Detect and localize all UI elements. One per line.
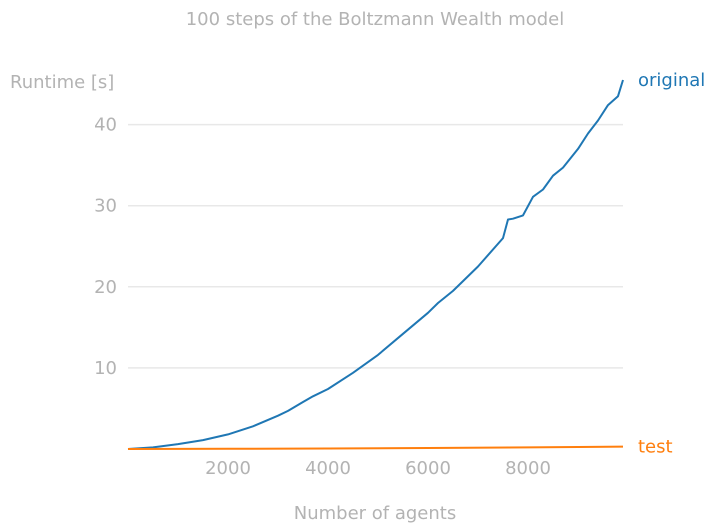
y-axis-label: Runtime [s] [10,72,114,93]
y-tick-labels: 10 20 30 40 [94,115,117,379]
series-line-test [127,445,624,450]
series-lines [127,79,624,450]
x-tick-label-6000: 6000 [405,458,451,479]
y-tick-label-10: 10 [94,358,117,379]
series-label-original: original [638,70,705,91]
y-tick-label-30: 30 [94,196,117,217]
x-tick-label-4000: 4000 [305,458,351,479]
series-end-labels: original test [638,70,705,458]
gridlines [128,123,623,369]
x-tick-labels: 2000 4000 6000 8000 [205,458,551,479]
chart-title: 100 steps of the Boltzmann Wealth model [186,9,565,30]
y-tick-label-20: 20 [94,277,117,298]
x-tick-label-8000: 8000 [505,458,551,479]
x-tick-label-2000: 2000 [205,458,251,479]
series-line-original [127,79,624,450]
x-axis-label: Number of agents [294,503,456,524]
series-label-test: test [638,437,673,458]
y-tick-label-40: 40 [94,115,117,136]
